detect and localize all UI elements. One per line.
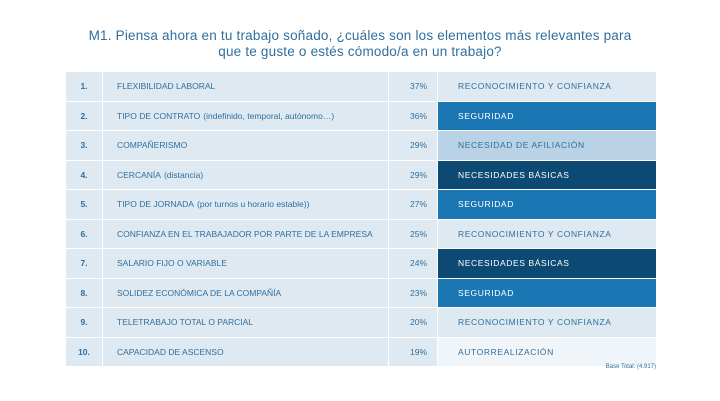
table-row: 7. SALARIO FIJO O VARIABLE 24% NECESIDADES … xyxy=(66,249,656,279)
percentage-value: 24% xyxy=(389,249,438,278)
percentage-value: 25% xyxy=(389,219,438,248)
element-label-main: FLEXIBILIDAD LABORAL xyxy=(117,81,216,92)
element-label: SALARIO FIJO O VARIABLE xyxy=(103,249,389,278)
element-label-main: TIPO DE JORNADA xyxy=(117,199,194,210)
element-label: TELETRABAJO TOTAL O PARCIAL xyxy=(103,308,389,337)
element-label-main: TIPO DE CONTRATO xyxy=(117,110,201,121)
category-badge: RECONOCIMIENTO Y CONFIANZA xyxy=(438,219,656,248)
percentage-value: 20% xyxy=(389,308,438,337)
percentage-value: 37% xyxy=(389,72,438,101)
percentage-value: 23% xyxy=(389,278,438,307)
chart-title: M1. Piensa ahora en tu trabajo soñado, ¿… xyxy=(60,28,660,60)
rank-number: 6. xyxy=(66,219,103,248)
category-badge: NECESIDADES BÁSICAS xyxy=(438,249,656,278)
table-row: 2. TIPO DE CONTRATO (indefinido, temporal,… xyxy=(66,101,656,131)
element-label-note: (distancia) xyxy=(163,169,204,180)
title-line-2: que te guste o estés cómodo/a en un trab… xyxy=(218,44,502,59)
rank-number: 1. xyxy=(66,72,103,101)
element-label-note: (por turnos u horario estable)) xyxy=(196,199,310,210)
category-badge: SEGURIDAD xyxy=(438,278,656,307)
element-label: CONFIANZA EN EL TRABAJADOR POR PARTE DE … xyxy=(103,219,389,248)
category-badge: RECONOCIMIENTO Y CONFIANZA xyxy=(438,72,656,101)
rank-number: 8. xyxy=(66,278,103,307)
percentage-value: 29% xyxy=(389,160,438,189)
rank-number: 7. xyxy=(66,249,103,278)
title-line-1: M1. Piensa ahora en tu trabajo soñado, ¿… xyxy=(88,28,632,43)
rank-number: 2. xyxy=(66,101,103,130)
category-badge: AUTORREALIZACIÓN xyxy=(438,337,656,366)
element-label: CAPACIDAD DE ASCENSO xyxy=(103,337,389,366)
table-row: 8. SOLIDEZ ECONÓMICA DE LA COMPAÑÍA 23% SEG… xyxy=(66,278,656,308)
rank-number: 3. xyxy=(66,131,103,160)
element-label: TIPO DE CONTRATO (indefinido, temporal, a… xyxy=(103,101,389,130)
element-label-main: SOLIDEZ ECONÓMICA DE LA COMPAÑÍA xyxy=(117,287,282,298)
ranking-table: 1. FLEXIBILIDAD LABORAL 37% RECONOCIMIENTO … xyxy=(66,72,656,367)
table-row: 3. COMPAÑERISMO 29% NECESIDAD DE AFILIACIÓN xyxy=(66,131,656,161)
element-label-main: TELETRABAJO TOTAL O PARCIAL xyxy=(117,317,254,328)
category-badge: NECESIDAD DE AFILIACIÓN xyxy=(438,131,656,160)
element-label-note: (indefinido, temporal, autónomo…) xyxy=(203,110,335,121)
element-label-main: CERCANÍA xyxy=(117,169,161,180)
element-label-main: SALARIO FIJO O VARIABLE xyxy=(117,258,227,269)
percentage-value: 27% xyxy=(389,190,438,219)
element-label: SOLIDEZ ECONÓMICA DE LA COMPAÑÍA xyxy=(103,278,389,307)
element-label-main: COMPAÑERISMO xyxy=(117,140,188,151)
element-label-main: CAPACIDAD DE ASCENSO xyxy=(117,346,224,357)
rank-number: 5. xyxy=(66,190,103,219)
element-label: FLEXIBILIDAD LABORAL xyxy=(103,72,389,101)
rank-number: 9. xyxy=(66,308,103,337)
rank-number: 4. xyxy=(66,160,103,189)
percentage-value: 29% xyxy=(389,131,438,160)
element-label: COMPAÑERISMO xyxy=(103,131,389,160)
base-total-note: Base Total: (4.917) xyxy=(605,364,656,370)
table-row: 9. TELETRABAJO TOTAL O PARCIAL 20% RECONOCI… xyxy=(66,308,656,338)
element-label-main: CONFIANZA EN EL TRABAJADOR POR PARTE DE … xyxy=(117,228,373,239)
table-row: 10. CAPACIDAD DE ASCENSO 19% AUTORREALIZACI… xyxy=(66,337,656,367)
table-row: 6. CONFIANZA EN EL TRABAJADOR POR PARTE D… xyxy=(66,219,656,249)
rank-number: 10. xyxy=(66,337,103,366)
category-badge: SEGURIDAD xyxy=(438,190,656,219)
element-label: CERCANÍA (distancia) xyxy=(103,160,389,189)
category-badge: SEGURIDAD xyxy=(438,101,656,130)
percentage-value: 36% xyxy=(389,101,438,130)
element-label: TIPO DE JORNADA (por turnos u horario est… xyxy=(103,190,389,219)
category-badge: NECESIDADES BÁSICAS xyxy=(438,160,656,189)
category-badge: RECONOCIMIENTO Y CONFIANZA xyxy=(438,308,656,337)
table-row: 1. FLEXIBILIDAD LABORAL 37% RECONOCIMIENTO … xyxy=(66,72,656,102)
percentage-value: 19% xyxy=(389,337,438,366)
table-row: 4. CERCANÍA (distancia) 29% NECESIDADES BÁSI… xyxy=(66,160,656,190)
table-row: 5. TIPO DE JORNADA (por turnos u horario e… xyxy=(66,190,656,220)
